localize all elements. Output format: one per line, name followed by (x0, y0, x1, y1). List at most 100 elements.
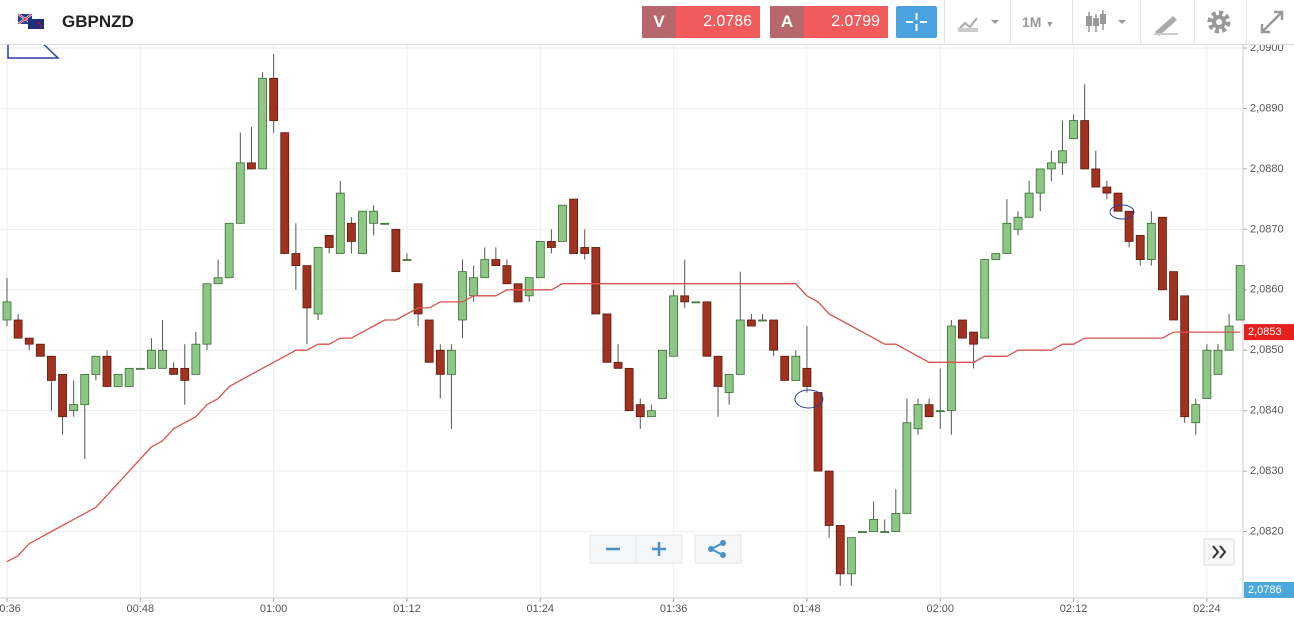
x-tick-label: 00:48 (127, 603, 155, 615)
candle-body (291, 253, 301, 267)
scroll-right-icon (1212, 545, 1227, 559)
candle-body (313, 247, 323, 315)
toolbar: GBPNZD V 2.0786 A 2.0799 1M ▼ (0, 0, 1294, 45)
price-marker (1244, 582, 1294, 598)
candle-body (2, 301, 12, 321)
timeframe: 1M (1022, 14, 1042, 30)
candle-body (935, 410, 945, 413)
candle-body (602, 313, 612, 363)
separator (1246, 0, 1247, 44)
price-marker-label: 2,0786 (1248, 584, 1282, 596)
candle-body (1102, 186, 1112, 194)
candle-body (924, 404, 934, 418)
separator (1140, 0, 1141, 44)
sell-button[interactable]: V 2.0786 (642, 6, 760, 38)
share-icon-dot (708, 546, 714, 552)
candle-body (1158, 216, 1167, 291)
candle-body (1113, 192, 1123, 212)
annotation-ellipse (1109, 204, 1135, 220)
crosshair-button[interactable] (896, 6, 937, 38)
candle-body (1058, 150, 1067, 164)
candle-body (1046, 162, 1056, 170)
chart-type-button[interactable] (955, 6, 1003, 38)
candle-body (658, 349, 667, 399)
candle-body (980, 259, 990, 339)
candle-body (269, 77, 279, 121)
candle-body (347, 222, 356, 242)
candle-body (824, 470, 834, 526)
candle-body (358, 210, 367, 254)
separator (1010, 0, 1011, 44)
candle-body (369, 210, 379, 224)
x-tick-label: 01:36 (660, 603, 688, 615)
candle-body (946, 325, 956, 412)
candle-body (446, 349, 456, 375)
timeframe-button[interactable]: 1M ▼ (1022, 14, 1055, 30)
y-tick-label: 2,0890 (1250, 102, 1284, 114)
candle-body (35, 343, 45, 357)
candle-body (69, 404, 79, 412)
candle-body (469, 277, 479, 297)
candle-body (591, 247, 601, 315)
candle-body (402, 259, 412, 261)
candle-body (458, 271, 467, 321)
candle-body (158, 349, 167, 369)
candle-type-button[interactable] (1083, 6, 1131, 38)
x-tick-label: 02:00 (926, 603, 954, 615)
candle-body (435, 349, 445, 375)
candle-body (224, 222, 234, 279)
candle-body (902, 422, 912, 514)
candle-body (1124, 210, 1134, 242)
candle-body (1224, 325, 1234, 351)
candle-body (535, 241, 545, 279)
candle-body (746, 319, 756, 327)
candle-body (1146, 222, 1156, 260)
settings-button[interactable] (1203, 6, 1235, 38)
candle-body (869, 519, 878, 532)
candle-body (858, 531, 867, 533)
x-tick-label: 00:36 (0, 603, 21, 615)
candle-body (1180, 295, 1190, 418)
candle-body (1169, 271, 1178, 321)
x-tick-label: 02:12 (1060, 603, 1088, 615)
fullscreen-button[interactable] (1256, 6, 1288, 38)
share-button[interactable] (694, 534, 742, 564)
candle-body (580, 247, 590, 254)
candle-body (802, 367, 812, 387)
candle-body (780, 355, 790, 381)
candle-body (613, 361, 623, 369)
candle-body (846, 537, 856, 575)
candle-body (735, 319, 745, 375)
separator (1194, 0, 1195, 44)
separator (1072, 0, 1073, 44)
x-tick-label: 01:00 (260, 603, 288, 615)
candle-body (1213, 349, 1223, 375)
buy-button[interactable]: A 2.0799 (770, 6, 888, 38)
candle-body (646, 410, 656, 418)
candle-body (991, 253, 1001, 260)
share-icon-dot (720, 552, 726, 558)
candle-body (502, 265, 512, 285)
candle-body (391, 228, 401, 273)
x-tick-label: 01:12 (393, 603, 421, 615)
candle-body (202, 283, 212, 345)
candle-body (213, 277, 223, 285)
separator (944, 0, 945, 44)
buy-price: 2.0799 (804, 6, 888, 38)
candle-body (480, 259, 490, 279)
candle-body (880, 531, 890, 533)
candle-body (1235, 265, 1245, 321)
candle-body (635, 404, 645, 418)
candle-body (13, 319, 23, 339)
candle-body (491, 259, 501, 267)
candle-body (569, 198, 579, 254)
candle-body (58, 373, 67, 418)
candle-body (969, 331, 978, 345)
moving-average (6, 283, 1241, 563)
candle-body (280, 132, 290, 254)
plot-area (0, 42, 1243, 598)
draw-button[interactable] (1150, 6, 1182, 38)
candle-body (758, 319, 767, 322)
